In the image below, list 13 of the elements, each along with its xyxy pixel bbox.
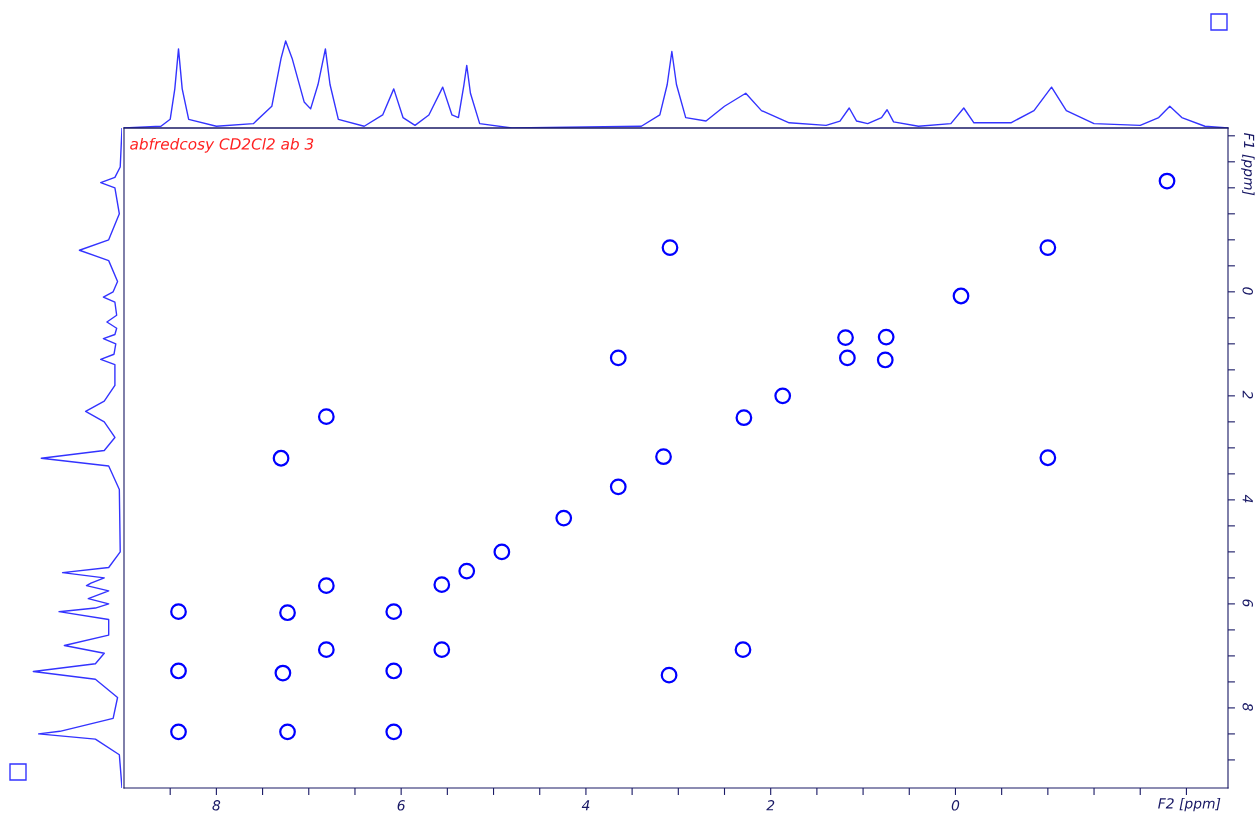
y-tick-label: 2	[1242, 390, 1253, 399]
y-tick-label: 0	[1242, 287, 1253, 295]
y-axis-title: F1 [ppm]	[1241, 133, 1255, 196]
annotation: abfredcosy CD2Cl2 ab 3	[130, 137, 314, 153]
y-tick-label: 6	[1242, 599, 1253, 607]
x-tick-label: 6	[397, 800, 405, 811]
x-tick-label: 4	[581, 800, 590, 811]
x-axis-title: F2 [ppm]	[1158, 797, 1221, 812]
x-tick-label: 0	[951, 800, 960, 811]
y-tick-label: 4	[1242, 494, 1253, 503]
y-tick-label: 8	[1242, 703, 1253, 711]
x-tick-label: 2	[766, 800, 775, 811]
x-tick-label: 8	[212, 800, 221, 811]
